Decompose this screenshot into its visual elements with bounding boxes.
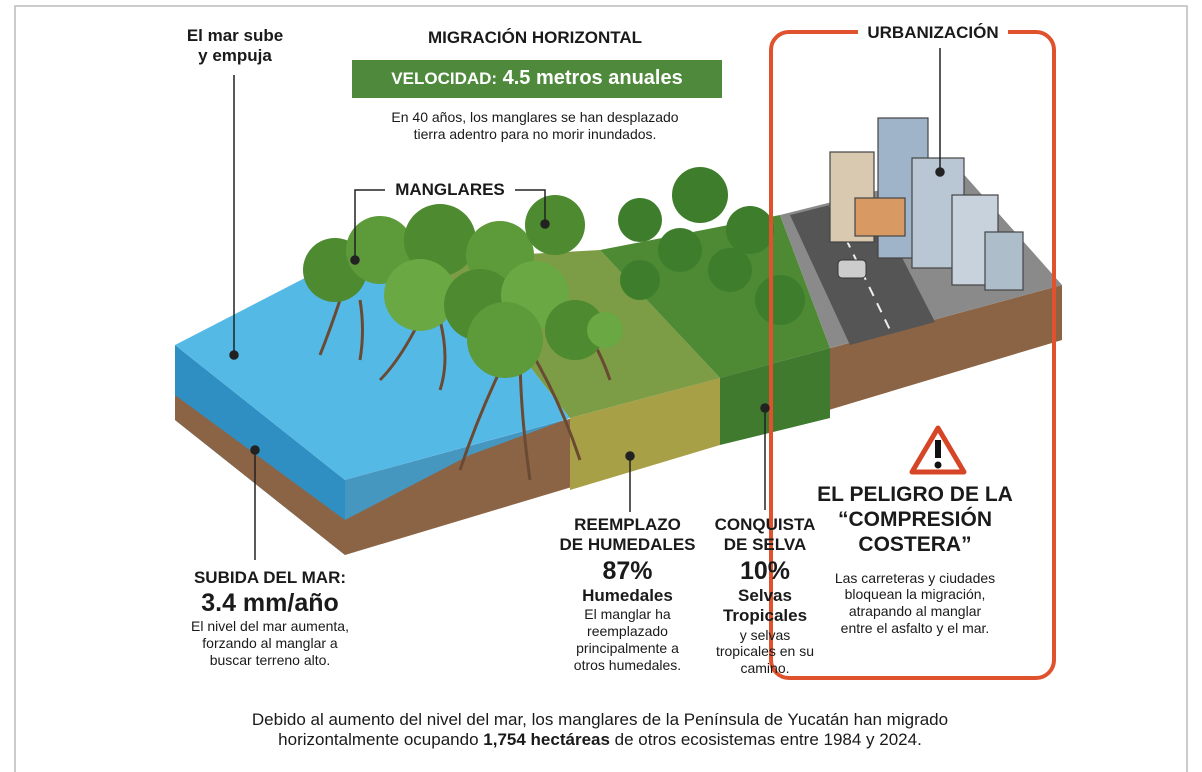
text-line: principalmente a: [545, 640, 710, 657]
text-line: “COMPRESIÓN: [790, 507, 1040, 532]
speed-label: VELOCIDAD:: [391, 69, 497, 88]
text-line: Las carreteras y ciudades: [790, 570, 1040, 587]
sea-rise-value: 3.4 mm/año: [150, 588, 390, 618]
urbanization-label: URBANIZACIÓN: [858, 23, 1008, 43]
migration-title: MIGRACIÓN HORIZONTAL: [380, 28, 690, 48]
sea-rise-title: SUBIDA DEL MAR:: [150, 568, 390, 588]
text-line: bloquean la migración,: [790, 586, 1040, 603]
text-line: reemplazado: [545, 623, 710, 640]
warning-icon: [912, 428, 964, 472]
text-line: El nivel del mar aumenta,: [150, 618, 390, 635]
text-line: El manglar ha: [545, 606, 710, 623]
text-line: DE HUMEDALES: [545, 535, 710, 555]
footer-line: horizontalmente ocupando 1,754 hectáreas…: [60, 730, 1140, 750]
text-line: EL PELIGRO DE LA: [790, 482, 1040, 507]
text-line: En 40 años, los manglares se han desplaz…: [335, 109, 735, 126]
wetlands-name: Humedales: [545, 586, 710, 606]
text-line: y empuja: [160, 46, 310, 66]
car: [838, 260, 866, 278]
footer-line: Debido al aumento del nivel del mar, los…: [60, 710, 1140, 730]
speed-value: 4.5 metros anuales: [503, 67, 683, 89]
text-line: atrapando al manglar: [790, 603, 1040, 620]
migration-description: En 40 años, los manglares se han desplaz…: [335, 109, 735, 143]
footer-highlight: 1,754 hectáreas: [483, 730, 610, 749]
text-line: otros humedales.: [545, 657, 710, 674]
text-line: camino.: [705, 660, 825, 677]
text-line: buscar terreno alto.: [150, 652, 390, 669]
sea-rise: SUBIDA DEL MAR: 3.4 mm/año El nivel del …: [150, 568, 390, 669]
sea-rise-description: El nivel del mar aumenta,forzando al man…: [150, 618, 390, 668]
text-line: REEMPLAZO: [545, 515, 710, 535]
text-line: tierra adentro para no morir inundados.: [335, 126, 735, 143]
text-line: tropicales en su: [705, 643, 825, 660]
text-line: COSTERA”: [790, 532, 1040, 557]
mangroves-label: MANGLARES: [385, 180, 515, 200]
text-line: El mar sube: [160, 26, 310, 46]
footer-text: horizontalmente ocupando: [278, 730, 478, 749]
footer-text: de otros ecosistemas entre 1984 y 2024.: [615, 730, 922, 749]
page: El mar subey empuja MIGRACIÓN HORIZONTAL…: [0, 0, 1202, 772]
footer: Debido al aumento del nivel del mar, los…: [60, 710, 1140, 751]
speed: VELOCIDAD: 4.5 metros anuales: [352, 66, 722, 90]
text-line: forzando al manglar a: [150, 635, 390, 652]
wetlands-percent: 87%: [545, 556, 710, 586]
text-line: entre el asfalto y el mar.: [790, 620, 1040, 637]
